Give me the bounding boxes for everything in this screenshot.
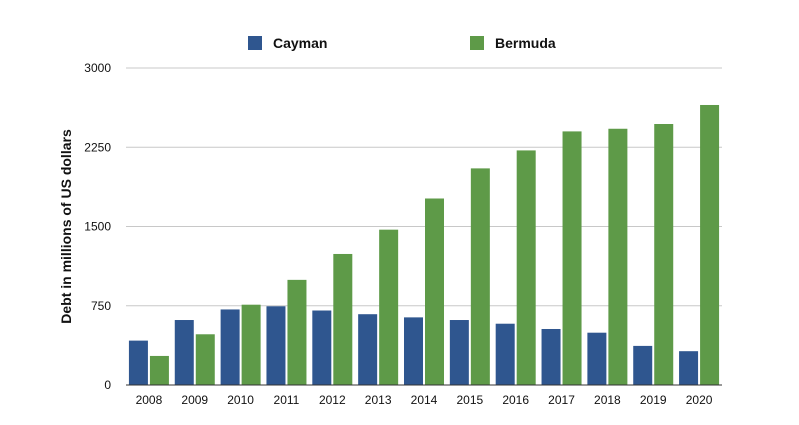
- bar-cayman-2015: [449, 320, 469, 385]
- legend-label-cayman: Cayman: [273, 35, 327, 51]
- x-tick-label: 2010: [227, 393, 254, 407]
- bar-bermuda-2020: [700, 104, 720, 385]
- bar-bermuda-2018: [608, 128, 628, 385]
- bars: [128, 104, 720, 386]
- bar-bermuda-2013: [379, 229, 399, 385]
- bar-cayman-2016: [495, 323, 515, 385]
- x-tick-label: 2018: [594, 393, 621, 407]
- y-tick-label: 750: [91, 299, 111, 313]
- y-axis-title: Debt in millions of US dollars: [58, 129, 74, 324]
- bar-bermuda-2010: [241, 304, 261, 385]
- x-tick-label: 2020: [686, 393, 713, 407]
- x-tick-label: 2014: [411, 393, 438, 407]
- x-tick-label: 2011: [274, 393, 300, 407]
- legend-label-bermuda: Bermuda: [495, 35, 556, 51]
- bar-bermuda-2008: [149, 355, 169, 385]
- y-axis-ticks: 0 750 1500 2250 3000: [84, 61, 111, 392]
- legend: Cayman Bermuda: [248, 35, 556, 51]
- y-tick-label: 1500: [84, 220, 111, 234]
- bar-bermuda-2019: [654, 124, 674, 386]
- bar-bermuda-2009: [195, 334, 215, 385]
- bar-cayman-2020: [679, 351, 699, 385]
- x-tick-label: 2008: [136, 393, 163, 407]
- bar-cayman-2011: [266, 306, 286, 385]
- x-tick-label: 2012: [319, 393, 346, 407]
- legend-swatch-cayman: [248, 36, 262, 50]
- x-tick-label: 2016: [502, 393, 529, 407]
- x-tick-label: 2019: [640, 393, 667, 407]
- x-tick-label: 2009: [181, 393, 208, 407]
- bar-cayman-2009: [174, 320, 194, 385]
- bar-cayman-2019: [633, 345, 653, 385]
- x-tick-label: 2013: [365, 393, 392, 407]
- bar-cayman-2010: [220, 309, 240, 385]
- bar-cayman-2012: [312, 310, 332, 385]
- bar-cayman-2018: [587, 332, 607, 385]
- y-tick-label: 0: [104, 378, 111, 392]
- bar-bermuda-2017: [562, 131, 582, 385]
- bar-cayman-2017: [541, 328, 561, 385]
- y-tick-label: 2250: [84, 140, 111, 154]
- bar-cayman-2008: [128, 340, 148, 385]
- gridlines: [126, 67, 722, 307]
- legend-swatch-bermuda: [470, 36, 484, 50]
- bar-bermuda-2016: [516, 150, 536, 385]
- x-axis-ticks: 2008 2009 2010 2011 2012 2013 2014 2015 2016 2017…: [136, 393, 713, 407]
- bar-cayman-2014: [404, 317, 423, 385]
- bar-cayman-2013: [358, 314, 378, 385]
- bar-bermuda-2012: [333, 253, 353, 385]
- x-tick-label: 2015: [456, 393, 483, 407]
- y-tick-label: 3000: [84, 61, 111, 75]
- x-tick-label: 2017: [548, 393, 575, 407]
- bar-bermuda-2014: [425, 198, 444, 385]
- bar-bermuda-2015: [470, 168, 490, 385]
- bar-bermuda-2011: [287, 279, 307, 385]
